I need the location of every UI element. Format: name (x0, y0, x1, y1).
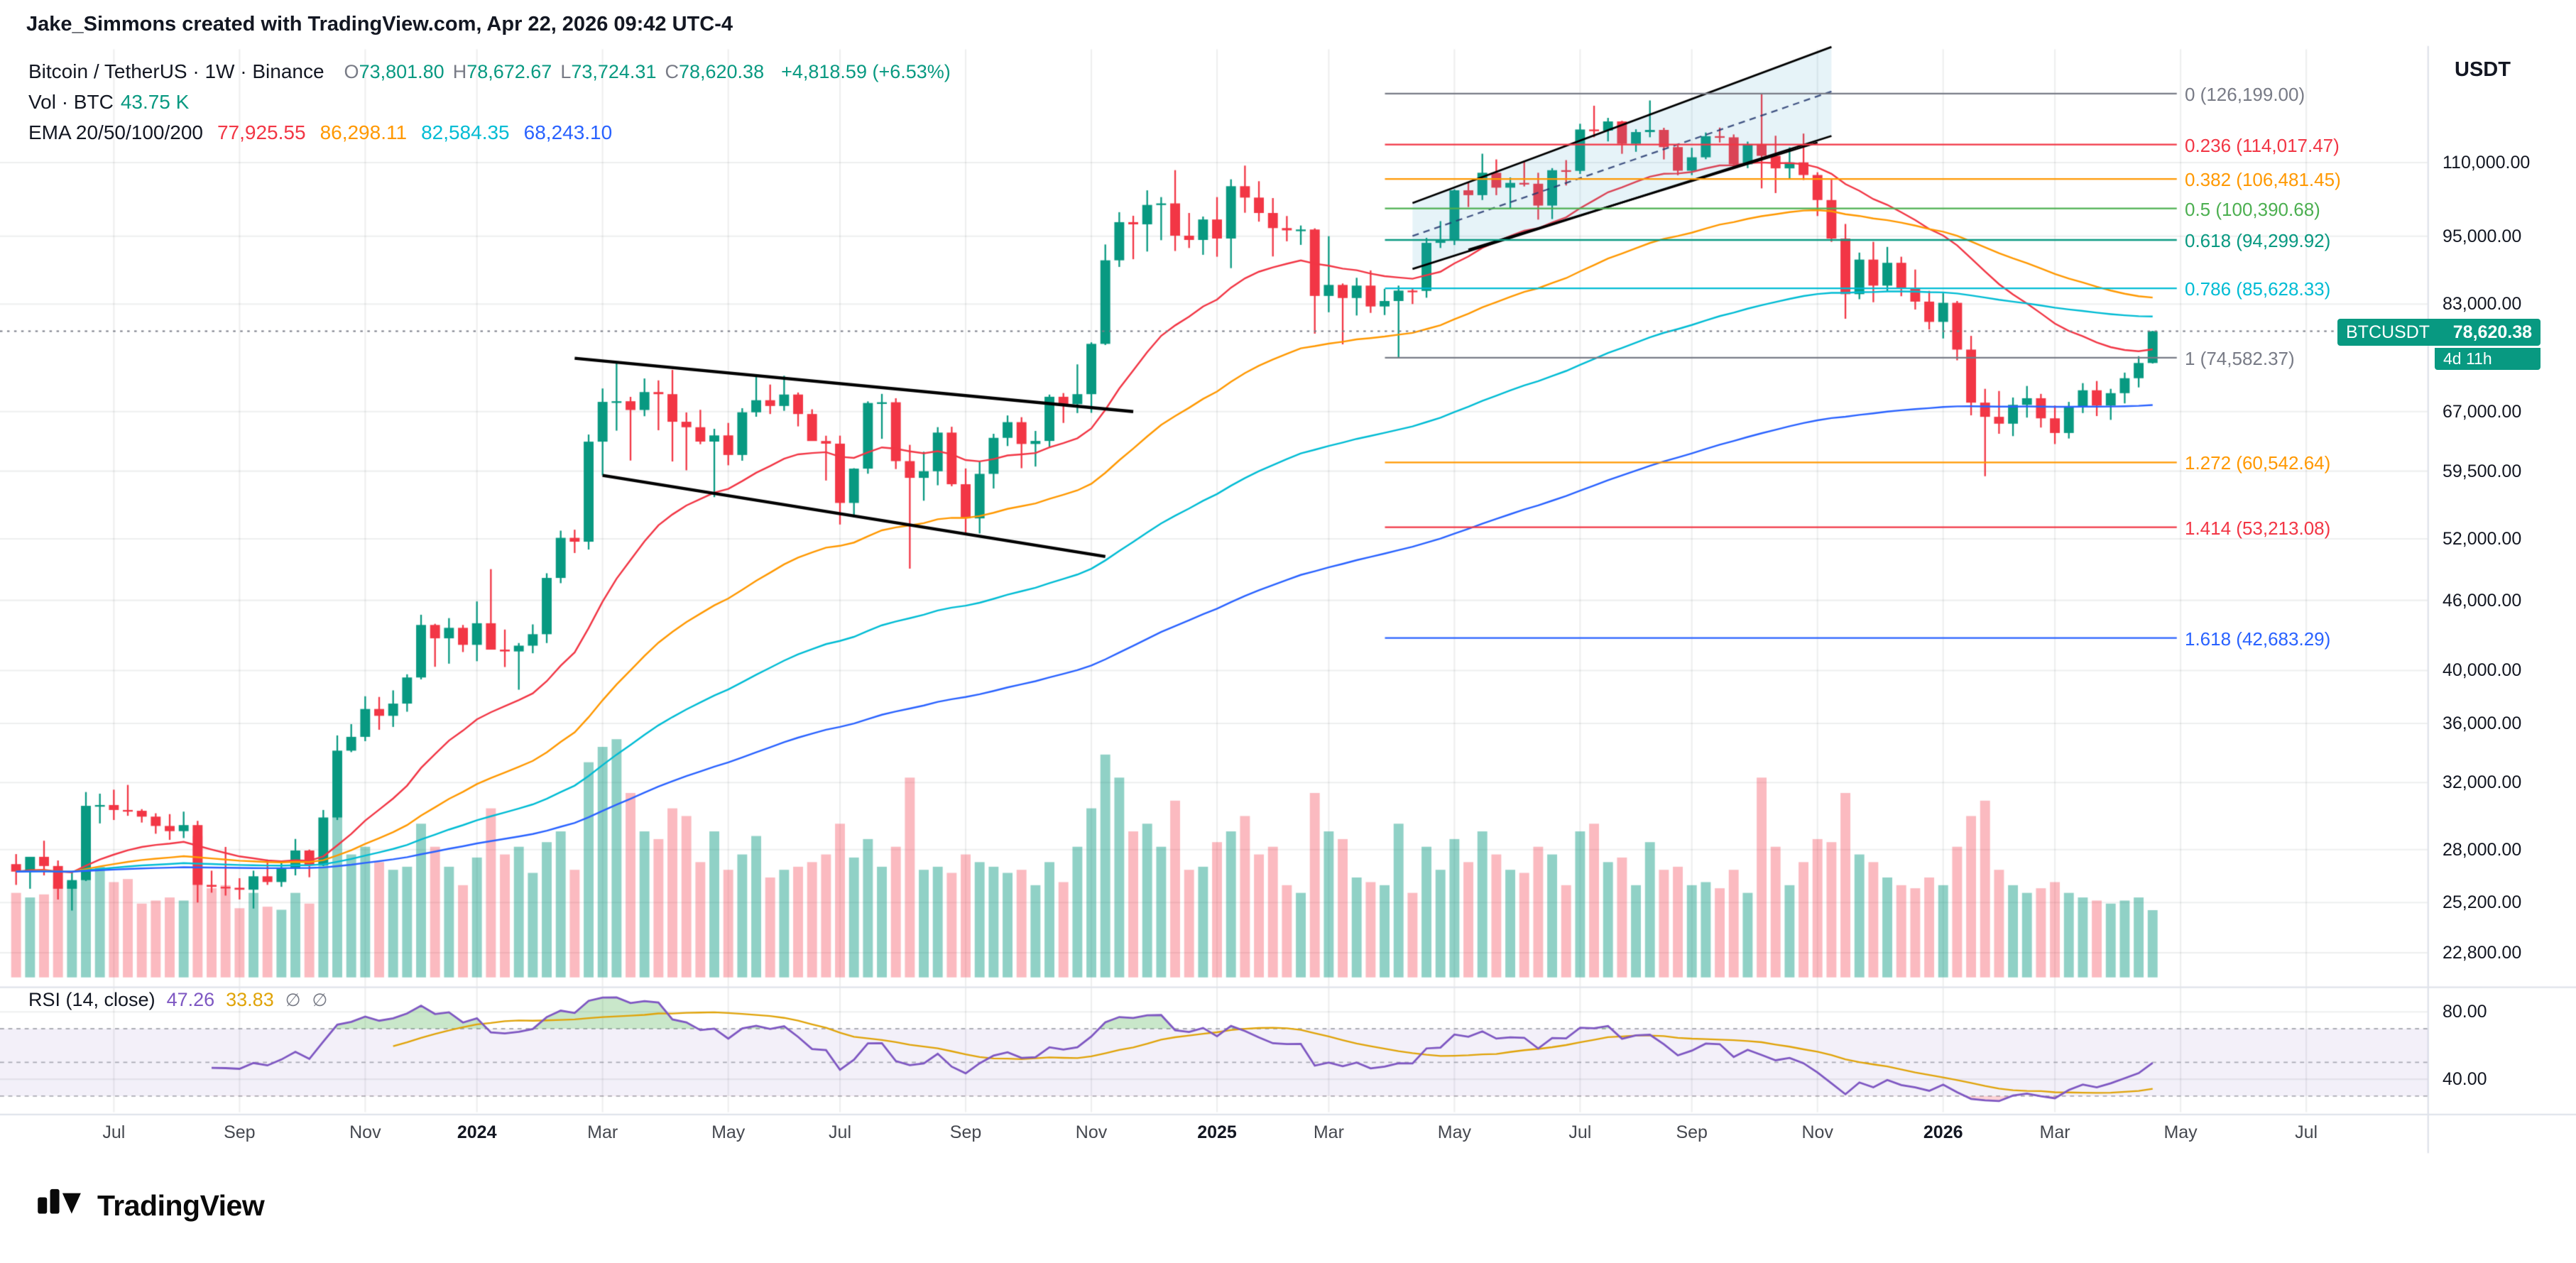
time-tick-label: Nov (349, 1122, 381, 1142)
badge-symbol: BTCUSDT (2346, 322, 2430, 342)
fib-level-label: 1.272 (60,542.64) (2185, 452, 2331, 474)
rsi-label: RSI (14, close) (28, 989, 155, 1010)
time-tick-label: 2026 (1923, 1122, 1963, 1142)
open-value: 73,801.80 (359, 60, 444, 82)
rsi-ma-value: 33.83 (226, 989, 274, 1010)
price-tick-label: 28,000.00 (2443, 839, 2522, 860)
ema50-value: 86,298.11 (320, 121, 408, 143)
volume-value: 43.75 K (120, 91, 190, 113)
ema200-value: 68,243.10 (523, 121, 613, 143)
ohlc-values: O 73,801.80 H 78,672.67 L 73,724.31 C 78,620… (336, 61, 765, 83)
time-tick-label: May (711, 1122, 746, 1142)
fib-level-label: 0.5 (100,390.68) (2185, 198, 2320, 220)
close-value: 78,620.38 (678, 60, 765, 82)
chart-legend: Bitcoin / TetherUS · 1W · Binance O 73,80… (28, 60, 951, 151)
ema100-value: 82,584.35 (421, 121, 510, 143)
time-tick-label: Nov (1801, 1122, 1833, 1142)
time-tick-label: 2025 (1197, 1122, 1237, 1142)
time-tick-label: Mar (2039, 1122, 2070, 1142)
price-tick-label: 83,000.00 (2443, 294, 2522, 315)
high-label: H (452, 60, 467, 82)
price-tick-label: 36,000.00 (2443, 713, 2522, 733)
price-tick-label: 32,000.00 (2443, 772, 2522, 793)
volume-label: Vol · BTC (28, 91, 114, 113)
time-tick-label: Nov (1075, 1122, 1108, 1142)
time-tick-label: Sep (1676, 1122, 1708, 1142)
fib-level-label: 0.382 (106,481.45) (2185, 169, 2341, 191)
ema-legend-row[interactable]: EMA 20/50/100/200 77,925.55 86,298.11 82… (28, 121, 951, 145)
price-tick-label: 46,000.00 (2443, 590, 2522, 611)
time-tick-label: May (1437, 1122, 1471, 1142)
time-tick-label: 2024 (457, 1122, 497, 1142)
bar-countdown-badge: 4d 11h (2435, 348, 2540, 370)
price-tick-label: 40,000.00 (2443, 660, 2522, 681)
ema20-value: 77,925.55 (217, 121, 306, 143)
rsi-value: 47.26 (166, 989, 215, 1010)
badge-price: 78,620.38 (2452, 322, 2532, 342)
time-tick-label: May (2163, 1122, 2198, 1142)
tradingview-logo[interactable]: TradingView (38, 1187, 265, 1224)
time-axis[interactable]: Jul Sep Nov 2024 Mar May Jul Sep Nov 2025 Mar May Ju… (0, 1115, 2576, 1158)
symbol-legend-row[interactable]: Bitcoin / TetherUS · 1W · Binance O 73,80… (28, 60, 951, 84)
time-tick-label: Jul (1568, 1122, 1592, 1142)
rsi-tick-label: 40.00 (2443, 1069, 2487, 1090)
fib-level-label: 0 (126,199.00) (2185, 83, 2305, 105)
last-price-badge: BTCUSDT 78,620.38 (2337, 319, 2540, 346)
price-tick-label: 22,800.00 (2443, 943, 2522, 963)
fib-level-label: 1.414 (53,213.08) (2185, 517, 2331, 539)
price-scale-currency: USDT (2455, 58, 2511, 81)
low-label: L (560, 60, 572, 82)
price-scale[interactable]: USDT 110,000.00 95,000.00 83,000.00 67,000.… (2428, 0, 2576, 1263)
hidden-indicator-icon: ∅ (285, 990, 301, 1010)
change-value: +4,818.59 (+6.53%) (781, 60, 951, 82)
ema-label: EMA 20/50/100/200 (28, 121, 203, 143)
fib-level-label: 0.618 (94,299.92) (2185, 229, 2331, 251)
fib-level-label: 0.786 (85,628.33) (2185, 278, 2331, 300)
footer-bar: TradingView (38, 1187, 265, 1224)
tradingview-logo-icon (38, 1188, 81, 1214)
fib-level-label: 1.618 (42,683.29) (2185, 628, 2331, 650)
symbol-title: Bitcoin / TetherUS · 1W · Binance (28, 60, 324, 82)
low-value: 73,724.31 (571, 60, 657, 82)
time-tick-label: Jul (2295, 1122, 2318, 1142)
time-tick-label: Sep (949, 1122, 982, 1142)
price-tick-label: 95,000.00 (2443, 226, 2522, 246)
time-tick-label: Mar (1313, 1122, 1344, 1142)
time-tick-label: Mar (587, 1122, 618, 1142)
tradingview-logo-text: TradingView (97, 1188, 265, 1222)
attribution-bar: Jake_Simmons created with TradingView.co… (26, 13, 733, 35)
fib-level-label: 0.236 (114,017.47) (2185, 134, 2340, 156)
price-tick-label: 67,000.00 (2443, 401, 2522, 422)
time-tick-label: Jul (102, 1122, 126, 1142)
time-tick-label: Sep (224, 1122, 256, 1142)
close-label: C (665, 60, 679, 82)
open-label: O (344, 60, 359, 82)
price-tick-label: 110,000.00 (2443, 153, 2531, 173)
price-tick-label: 25,200.00 (2443, 892, 2522, 913)
volume-legend-row[interactable]: Vol · BTC 43.75 K (28, 90, 951, 114)
price-tick-label: 52,000.00 (2443, 528, 2522, 549)
hidden-indicator-icon: ∅ (312, 990, 328, 1010)
fib-level-label: 1 (74,582.37) (2185, 347, 2295, 369)
price-tick-label: 59,500.00 (2443, 461, 2522, 481)
rsi-tick-label: 80.00 (2443, 1002, 2487, 1022)
time-tick-label: Jul (829, 1122, 852, 1142)
rsi-legend-row[interactable]: RSI (14, close) 47.26 33.83 ∅ ∅ (28, 989, 327, 1011)
high-value: 78,672.67 (466, 60, 552, 82)
